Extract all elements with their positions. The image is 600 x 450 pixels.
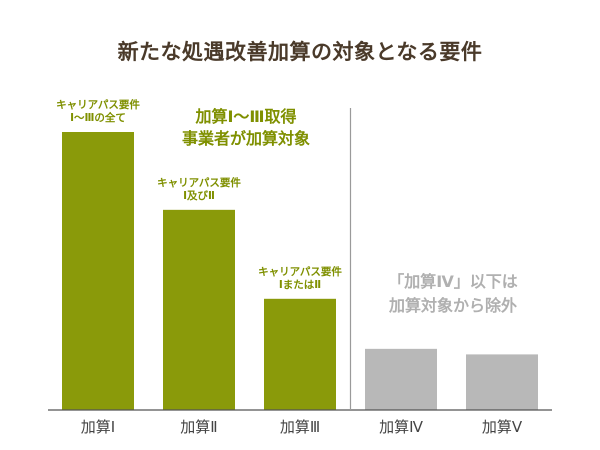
x-tick-label: 加算Ⅴ: [482, 418, 523, 436]
x-tick-label: 加算Ⅰ: [81, 418, 115, 436]
eligible-annotation: 加算Ⅰ～Ⅲ取得: [194, 107, 296, 126]
bar-3: [264, 298, 336, 410]
bar-label: キャリアパス要件: [56, 98, 140, 111]
ineligible-annotation: 「加算Ⅳ」以下は: [388, 272, 518, 291]
chart-title: 新たな処遇改善加算の対象となる要件: [117, 40, 483, 64]
bar-label: Ⅰ及びⅡ: [183, 189, 215, 202]
bar-5: [466, 354, 538, 410]
bar-2: [163, 209, 235, 410]
bar-1: [62, 132, 134, 410]
bar-label: Ⅰ～Ⅲの全て: [70, 111, 126, 124]
ineligible-annotation: 加算対象から除外: [388, 296, 517, 315]
bar-4: [365, 348, 437, 410]
x-tick-label: 加算Ⅳ: [379, 418, 423, 436]
bar-label: ⅠまたはⅡ: [279, 279, 321, 291]
x-tick-label: 加算Ⅲ: [280, 418, 320, 436]
x-tick-label: 加算Ⅱ: [180, 418, 217, 436]
bar-label: キャリアパス要件: [258, 265, 342, 278]
eligible-annotation: 事業者が加算対象: [182, 129, 310, 148]
bar-label: キャリアパス要件: [157, 176, 241, 189]
